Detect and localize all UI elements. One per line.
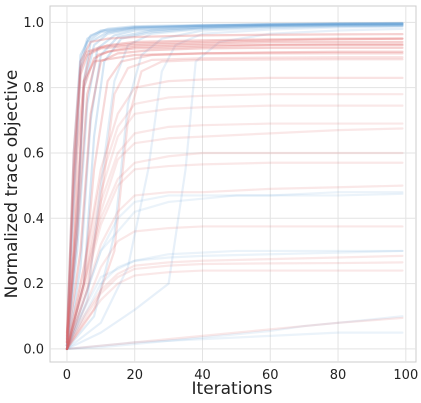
blue-series-line-6 bbox=[65, 24, 404, 351]
red-series-line-22 bbox=[65, 46, 404, 347]
y-tick-label: 0.2 bbox=[23, 277, 44, 292]
blue-series-line-2 bbox=[65, 22, 404, 351]
red-series-line-23 bbox=[65, 32, 404, 337]
blue-series-line-12 bbox=[65, 192, 404, 351]
x-tick-label: 100 bbox=[393, 368, 418, 383]
red-series-line-20 bbox=[65, 44, 404, 347]
grid bbox=[50, 6, 416, 362]
red-series-line-35 bbox=[65, 184, 404, 351]
y-axis-label: Normalized trace objective bbox=[2, 70, 22, 299]
red-series-line-33 bbox=[65, 161, 404, 351]
red-series-line-41 bbox=[65, 93, 404, 351]
red-series-line-18 bbox=[65, 40, 404, 344]
red-series-line-27 bbox=[65, 56, 404, 351]
blue-series-line-14 bbox=[65, 331, 404, 351]
red-series-line-26 bbox=[65, 52, 404, 351]
red-series-line-40 bbox=[65, 316, 404, 351]
blue-series-line-1 bbox=[65, 22, 404, 344]
red-series-line-32 bbox=[65, 151, 404, 351]
red-series-line-30 bbox=[65, 122, 404, 351]
blue-series-line-0 bbox=[65, 22, 404, 347]
blue-series-line-9 bbox=[65, 24, 404, 351]
x-tick-label: 0 bbox=[63, 368, 71, 383]
red-series-line-28 bbox=[65, 58, 404, 351]
x-tick-label: 40 bbox=[194, 368, 211, 383]
blue-series-line-8 bbox=[65, 24, 404, 351]
red-series-line-36 bbox=[65, 225, 404, 351]
red-series-line-25 bbox=[65, 37, 404, 344]
blue-series-line-10 bbox=[65, 25, 404, 351]
red-series-line-31 bbox=[65, 104, 404, 351]
blue-series-line-13 bbox=[65, 249, 404, 351]
y-tick-label: 0.8 bbox=[23, 81, 44, 96]
y-tick-label: 1.0 bbox=[23, 16, 44, 31]
red-series-line-37 bbox=[65, 254, 404, 351]
red-series-line-38 bbox=[65, 269, 404, 351]
plot-frame bbox=[49, 5, 417, 363]
blue-series-line-5 bbox=[65, 21, 404, 341]
y-tick-label: 0.0 bbox=[23, 342, 44, 357]
series-lines bbox=[65, 21, 404, 351]
blue-series-line-15 bbox=[65, 315, 404, 351]
plot-area bbox=[49, 5, 417, 363]
blue-series-line-16 bbox=[65, 191, 404, 351]
blue-series-line-17 bbox=[65, 249, 404, 351]
x-tick-label: 80 bbox=[330, 368, 347, 383]
y-tick-label: 0.6 bbox=[23, 146, 44, 161]
red-series-line-34 bbox=[65, 127, 404, 351]
y-tick-label: 0.4 bbox=[23, 212, 44, 227]
x-tick-label: 20 bbox=[126, 368, 143, 383]
red-series-line-29 bbox=[65, 76, 404, 351]
x-tick-label: 60 bbox=[262, 368, 279, 383]
blue-series-line-11 bbox=[65, 27, 404, 351]
blue-series-line-3 bbox=[65, 23, 404, 347]
red-series-line-24 bbox=[65, 50, 404, 334]
tick-labels: 0 20 40 60 80 100 0.0 0.2 0.4 0.6 0.8 1.0 bbox=[23, 16, 418, 383]
red-series-line-19 bbox=[65, 37, 404, 341]
blue-series-line-4 bbox=[65, 23, 404, 351]
red-series-line-21 bbox=[65, 43, 404, 344]
x-axis-label: Iterations bbox=[192, 379, 273, 399]
blue-series-line-7 bbox=[65, 22, 404, 347]
red-series-line-39 bbox=[65, 261, 404, 351]
